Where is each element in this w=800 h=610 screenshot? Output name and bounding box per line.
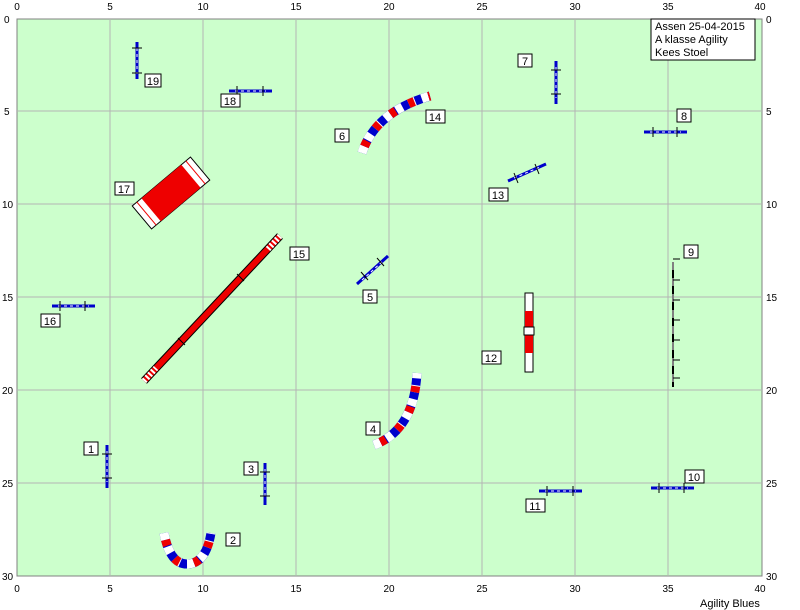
obstacle-label-6: 6 xyxy=(334,128,350,143)
obstacle-label-2: 2 xyxy=(225,532,241,547)
y-tick: 5 xyxy=(766,107,772,118)
x-tick: 0 xyxy=(14,584,20,595)
obstacle-label-17: 17 xyxy=(114,181,135,196)
x-tick: 5 xyxy=(107,584,113,595)
x-tick: 15 xyxy=(290,584,302,595)
y-tick: 20 xyxy=(2,386,14,397)
x-tick: 0 xyxy=(14,2,20,13)
obstacle-label-1: 1 xyxy=(83,441,99,456)
svg-text:14: 14 xyxy=(429,112,441,124)
obstacle-label-14: 14 xyxy=(425,109,446,124)
y-tick: 15 xyxy=(766,293,778,304)
obstacle-13-jump xyxy=(507,162,547,184)
y-axis-left: 0 5 10 15 20 25 30 xyxy=(2,15,14,583)
svg-text:2: 2 xyxy=(230,535,236,547)
x-tick: 20 xyxy=(383,584,395,595)
obstacle-9-weaves xyxy=(672,258,680,387)
svg-text:17: 17 xyxy=(118,184,130,196)
svg-text:8: 8 xyxy=(681,111,687,123)
x-tick: 25 xyxy=(476,584,488,595)
x-tick: 5 xyxy=(107,2,113,13)
obstacle-6-14-tunnel xyxy=(357,91,432,155)
svg-text:19: 19 xyxy=(147,76,159,88)
x-tick: 25 xyxy=(476,2,488,13)
svg-text:7: 7 xyxy=(522,56,528,68)
obstacle-11-jump xyxy=(539,486,582,496)
obstacle-8-jump xyxy=(644,127,687,137)
svg-text:3: 3 xyxy=(248,464,254,476)
obstacle-12-tire xyxy=(523,292,535,373)
y-tick: 25 xyxy=(2,479,14,490)
svg-text:10: 10 xyxy=(688,472,700,484)
obstacle-label-9: 9 xyxy=(683,244,699,259)
svg-text:4: 4 xyxy=(370,424,376,436)
obstacle-16-jump xyxy=(52,301,95,311)
obstacle-10-jump xyxy=(651,483,694,493)
y-axis-right: 0 5 10 15 20 25 30 xyxy=(766,15,778,583)
obstacle-19-jump xyxy=(132,42,142,79)
y-tick: 0 xyxy=(766,15,772,26)
obstacle-15-dogwalk xyxy=(141,233,283,384)
obstacle-label-11: 11 xyxy=(525,498,546,513)
x-tick: 40 xyxy=(754,2,766,13)
course-info-box: Assen 25-04-2015 A klasse Agility Kees S… xyxy=(650,18,756,61)
obstacle-label-19: 19 xyxy=(144,73,162,88)
info-location-date: Assen 25-04-2015 xyxy=(655,21,745,33)
obstacle-label-15: 15 xyxy=(289,246,310,261)
svg-text:15: 15 xyxy=(293,249,305,261)
svg-text:9: 9 xyxy=(688,247,694,259)
obstacle-3-jump xyxy=(260,463,270,505)
x-axis-top: 0 5 10 15 20 25 30 35 40 xyxy=(14,2,766,13)
svg-text:6: 6 xyxy=(339,131,345,143)
obstacle-label-18: 18 xyxy=(220,93,241,108)
obstacle-label-16: 16 xyxy=(40,313,61,328)
obstacle-label-4: 4 xyxy=(365,421,381,436)
obstacle-2-tunnel xyxy=(159,532,216,569)
svg-text:11: 11 xyxy=(529,501,540,513)
y-tick: 25 xyxy=(766,479,778,490)
svg-text:5: 5 xyxy=(367,292,373,304)
obstacle-1-jump xyxy=(102,445,112,488)
y-tick: 15 xyxy=(2,293,14,304)
svg-text:13: 13 xyxy=(492,190,504,202)
svg-text:16: 16 xyxy=(44,316,56,328)
obstacle-7-jump xyxy=(551,61,561,104)
x-tick: 30 xyxy=(569,584,581,595)
obstacle-label-5: 5 xyxy=(362,289,378,304)
obstacle-4-tunnel xyxy=(372,372,422,450)
obstacle-label-7: 7 xyxy=(517,53,533,68)
y-tick: 20 xyxy=(766,386,778,397)
svg-text:1: 1 xyxy=(88,444,94,456)
obstacle-5-jump xyxy=(355,254,390,286)
info-class: A klasse Agility xyxy=(655,34,728,46)
x-tick: 35 xyxy=(662,584,674,595)
obstacle-label-3: 3 xyxy=(243,461,259,476)
y-tick: 10 xyxy=(766,200,778,211)
footer-brand: Agility Blues xyxy=(700,598,760,610)
x-tick: 10 xyxy=(197,584,209,595)
svg-text:18: 18 xyxy=(224,96,236,108)
x-tick: 30 xyxy=(569,2,581,13)
svg-text:12: 12 xyxy=(485,353,497,365)
y-tick: 30 xyxy=(2,572,14,583)
y-tick: 5 xyxy=(4,107,10,118)
obstacle-label-10: 10 xyxy=(684,469,705,484)
y-tick: 0 xyxy=(4,15,10,26)
x-tick: 15 xyxy=(290,2,302,13)
y-tick: 10 xyxy=(2,200,14,211)
y-tick: 30 xyxy=(766,572,778,583)
x-axis-bottom: 0 5 10 15 20 25 30 35 40 xyxy=(14,584,766,595)
x-tick: 40 xyxy=(754,584,766,595)
x-tick: 20 xyxy=(383,2,395,13)
obstacle-label-8: 8 xyxy=(676,108,692,123)
x-tick: 35 xyxy=(662,2,674,13)
obstacle-label-12: 12 xyxy=(481,350,502,365)
obstacle-label-13: 13 xyxy=(488,187,509,202)
info-judge: Kees Stoel xyxy=(655,47,708,59)
x-tick: 10 xyxy=(197,2,209,13)
obstacle-17-table xyxy=(131,156,211,230)
